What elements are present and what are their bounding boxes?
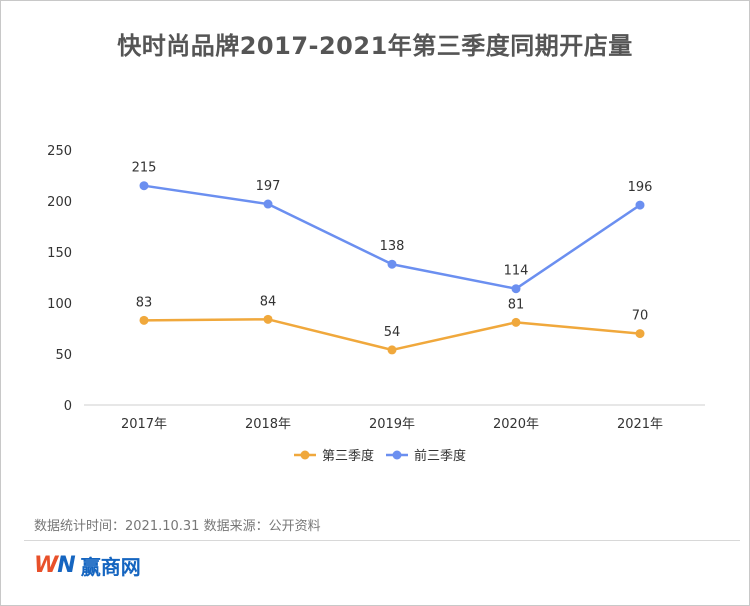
data-label: 138 (380, 239, 405, 254)
data-point (387, 345, 397, 355)
data-label: 114 (504, 264, 529, 279)
y-tick-label: 50 (55, 348, 72, 363)
x-tick-label: 2021年 (617, 417, 663, 432)
chart-title: 快时尚品牌2017-2021年第三季度同期开店量 (117, 32, 633, 60)
winshang-logo-icon: WN (34, 552, 76, 578)
data-point (511, 284, 521, 294)
y-tick-label: 0 (64, 399, 72, 414)
y-tick-label: 150 (47, 246, 72, 261)
y-tick-label: 250 (47, 144, 72, 159)
line-chart: 0 50 100 150 200 250 2017年 2018年 2019年 2020年 2021… (47, 144, 705, 464)
data-point (139, 315, 149, 325)
data-point (387, 259, 397, 269)
data-point (511, 317, 521, 327)
x-tick-label: 2018年 (245, 417, 291, 432)
data-point (263, 199, 273, 209)
data-label: 84 (260, 294, 277, 309)
legend-label: 第三季度 (322, 448, 374, 464)
series-points (139, 181, 645, 355)
y-tick-label: 100 (47, 297, 72, 312)
x-axis-ticks: 2017年 2018年 2019年 2020年 2021年 (121, 417, 663, 432)
data-label: 215 (132, 161, 157, 176)
legend: 第三季度 前三季度 (294, 448, 466, 464)
data-label: 197 (256, 179, 281, 194)
brand-logo: WN 赢商网 (34, 551, 141, 579)
x-tick-label: 2019年 (369, 417, 415, 432)
data-label: 83 (136, 295, 153, 310)
data-point (263, 314, 273, 324)
data-label: 70 (632, 309, 649, 324)
data-point (139, 181, 149, 191)
legend-marker (392, 450, 402, 460)
y-axis-ticks: 0 50 100 150 200 250 (47, 144, 72, 414)
data-point (635, 329, 645, 339)
data-label: 54 (384, 325, 401, 340)
data-point (635, 200, 645, 210)
series-line-1 (142, 184, 642, 290)
data-label: 196 (628, 180, 653, 195)
y-tick-label: 200 (47, 195, 72, 210)
x-tick-label: 2017年 (121, 417, 167, 432)
brand-name: 赢商网 (80, 554, 141, 579)
x-tick-label: 2020年 (493, 417, 539, 432)
legend-label: 前三季度 (414, 448, 466, 464)
data-labels: 83 84 54 81 70 215 197 138 114 196 (132, 161, 653, 340)
data-label: 81 (508, 297, 525, 312)
footer-divider (24, 540, 740, 541)
legend-marker (300, 450, 310, 460)
data-source-note: 数据统计时间：2021.10.31 数据来源：公开资料 (34, 519, 321, 534)
